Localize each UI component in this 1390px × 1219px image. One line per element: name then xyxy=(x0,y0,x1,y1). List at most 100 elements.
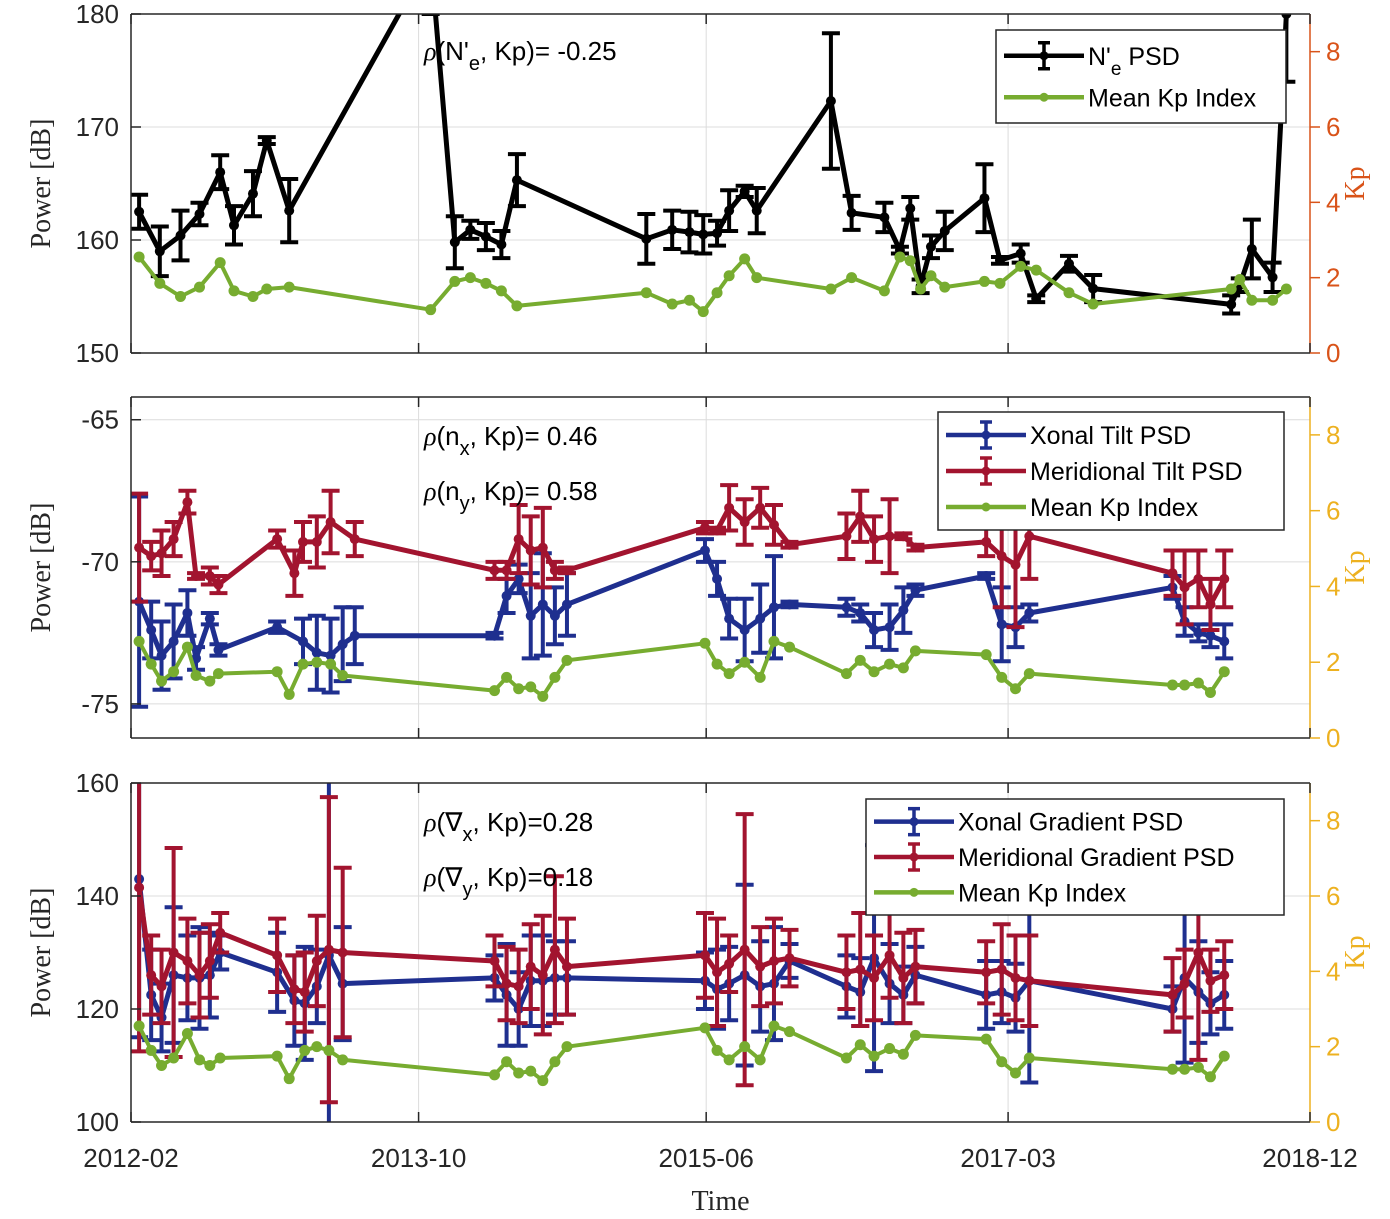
y-tick-label: 180 xyxy=(76,0,119,29)
legend-item: Meridional Tilt PSD xyxy=(946,456,1243,486)
data-point xyxy=(480,231,491,242)
y-tick-label: 160 xyxy=(76,225,119,255)
data-point xyxy=(1030,264,1042,276)
data-point xyxy=(1246,294,1258,306)
data-point xyxy=(297,658,309,670)
data-point xyxy=(1010,972,1021,983)
data-point xyxy=(739,656,751,668)
data-point xyxy=(739,253,751,265)
data-point xyxy=(905,203,916,214)
data-point xyxy=(723,1054,735,1066)
rho-symbol: ρ xyxy=(423,808,436,837)
legend-marker xyxy=(981,502,991,512)
data-point xyxy=(549,565,560,576)
data-point xyxy=(712,525,723,536)
data-point xyxy=(640,287,652,299)
data-point xyxy=(511,300,523,312)
annotation-suffix: , Kp)=0.28 xyxy=(473,807,594,837)
y-right-tick-label: 0 xyxy=(1326,1107,1340,1137)
correlation-annotation: ρ(N'e, Kp)= -0.25 xyxy=(423,36,617,75)
data-point xyxy=(1267,272,1278,283)
data-point xyxy=(182,607,193,618)
data-point xyxy=(1218,666,1230,678)
correlation-annotation: ρ(nx, Kp)= 0.46 xyxy=(423,421,598,460)
x-tick-label: 2015-06 xyxy=(658,1143,753,1173)
data-point xyxy=(981,571,992,582)
annotation-suffix: , Kp)= -0.25 xyxy=(480,36,617,66)
y-right-axis-label: Kp xyxy=(1340,935,1371,969)
data-point xyxy=(1063,258,1074,269)
data-point xyxy=(464,272,476,284)
data-point xyxy=(134,206,145,217)
data-point xyxy=(1010,1067,1022,1079)
data-point xyxy=(323,944,334,955)
data-point xyxy=(1167,1063,1179,1075)
data-point xyxy=(894,251,906,263)
data-point xyxy=(156,1060,168,1071)
data-point xyxy=(1281,14,1292,19)
data-point xyxy=(909,645,921,657)
legend-item: Mean Kp Index xyxy=(1004,84,1257,112)
legend-item: Xonal Tilt PSD xyxy=(946,420,1191,450)
data-point xyxy=(751,205,762,216)
data-point xyxy=(683,294,695,306)
data-point xyxy=(168,636,179,647)
data-point xyxy=(1192,677,1204,689)
rho-symbol: ρ xyxy=(423,477,436,506)
legend-label: N'e PSD xyxy=(1088,43,1180,80)
data-point xyxy=(168,534,179,545)
y-tick-label: -70 xyxy=(81,547,119,577)
data-point xyxy=(501,590,512,601)
data-point xyxy=(204,675,216,687)
legend-marker xyxy=(909,817,919,827)
data-point xyxy=(841,967,852,978)
y-axis-label: Power [dB] xyxy=(26,119,57,249)
data-point xyxy=(996,619,1007,630)
data-point xyxy=(513,981,524,992)
data-point xyxy=(272,950,283,961)
data-point xyxy=(525,1065,537,1077)
data-point xyxy=(561,599,572,610)
data-point xyxy=(712,228,723,239)
data-point xyxy=(1193,947,1204,958)
data-point xyxy=(449,237,460,248)
data-point xyxy=(495,285,507,297)
data-point xyxy=(1031,293,1042,304)
data-point xyxy=(784,953,795,964)
data-point xyxy=(784,539,795,550)
y-tick-label: 170 xyxy=(76,112,119,142)
data-point xyxy=(1234,274,1246,286)
data-point xyxy=(449,275,461,287)
data-point xyxy=(299,987,310,998)
legend-label: Xonal Tilt PSD xyxy=(1030,422,1191,450)
data-point xyxy=(213,579,224,590)
data-point xyxy=(996,1056,1008,1068)
data-point xyxy=(869,972,880,983)
data-point xyxy=(513,534,524,545)
data-point xyxy=(910,961,921,972)
data-point xyxy=(537,542,548,553)
data-point xyxy=(868,1050,880,1062)
data-point xyxy=(869,625,880,636)
data-point xyxy=(724,205,735,216)
y-axis-label: Power [dB] xyxy=(26,888,57,1018)
data-point xyxy=(480,277,492,289)
data-point xyxy=(271,666,283,678)
data-point xyxy=(261,135,272,146)
series-mean-kp-index xyxy=(133,1020,1230,1087)
legend-marker xyxy=(909,852,919,862)
data-point xyxy=(979,193,990,204)
data-point xyxy=(869,534,880,545)
data-point xyxy=(884,531,895,542)
data-point xyxy=(1179,978,1190,989)
x-tick-label: 2013-10 xyxy=(371,1143,466,1173)
data-point xyxy=(915,283,927,295)
legend-item: Meridional Gradient PSD xyxy=(874,842,1235,872)
data-point xyxy=(146,625,157,636)
data-point xyxy=(1204,687,1216,699)
data-point xyxy=(884,658,896,670)
data-point xyxy=(768,1020,780,1032)
data-point xyxy=(156,981,167,992)
data-point xyxy=(182,955,193,966)
data-point xyxy=(228,220,239,231)
